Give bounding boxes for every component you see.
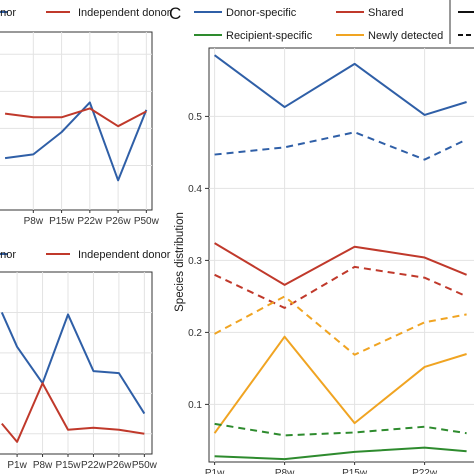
x-tick-label-p22w: P22w <box>412 468 438 474</box>
panel-label: C <box>169 4 181 23</box>
x-tick-label-p26w: P26w <box>106 216 132 227</box>
bottom-left-x-ticks: P1w P8w P15w P22w P26w P50w <box>7 454 158 471</box>
top-left-plot-area <box>0 31 153 211</box>
x-tick-label-p8w: P8w <box>33 460 53 471</box>
y-tick-label-0-3: 0.3 <box>188 256 202 267</box>
x-tick-label-p15w: P15w <box>49 216 75 227</box>
x-tick-label-p22w: P22w <box>77 216 103 227</box>
series-line-independent-donor-1 <box>1 382 145 443</box>
series-line-newly-detected-5 <box>213 335 467 434</box>
series-line-donor-specific-dashed-1 <box>214 131 468 161</box>
x-tick-label-p8w: P8w <box>24 216 44 227</box>
series-line-donor-specific-0 <box>214 54 467 116</box>
series-line-recipient-specific-dashed-6 <box>214 422 467 437</box>
x-tick-label-p26w: P26w <box>106 460 132 471</box>
bottom-left-legend-label-1: onor <box>0 249 16 261</box>
series-line-recipient-specific-7 <box>214 446 467 461</box>
top-left-series <box>4 101 148 182</box>
panel-c-plot-area <box>208 47 474 463</box>
x-tick-label-p50w: P50w <box>132 460 158 471</box>
legend-label-recipient-specific: Recipient-specific <box>226 30 313 42</box>
bottom-left-series <box>0 312 146 443</box>
legend-label-shared: Shared <box>368 7 403 19</box>
series-line-onor-0 <box>4 101 148 182</box>
x-tick-label-p15w: P15w <box>55 460 81 471</box>
top-left-legend-label-1: onor <box>0 7 16 19</box>
x-tick-label-p1w: P1w <box>205 468 225 474</box>
bottom-left-gridlines <box>0 272 152 454</box>
x-tick-label-p22w: P22w <box>81 460 107 471</box>
y-tick-label-0-2: 0.2 <box>188 328 202 339</box>
series-line-independent-donor-1 <box>4 107 147 128</box>
series-line-newly-detected-dashed-4 <box>214 295 467 356</box>
top-left-x-ticks: P8w P15w P22w P26w P50w <box>24 210 160 227</box>
panel-c: C Donor-specific Shared Recipient-specif… <box>169 0 474 474</box>
y-tick-label-0-1: 0.1 <box>188 400 202 411</box>
x-tick-label-p15w: P15w <box>342 468 368 474</box>
top-left-legend-label-2: Independent donor <box>78 7 171 19</box>
series-line-onor-0 <box>0 312 146 415</box>
x-tick-label-p1w: P1w <box>7 460 27 471</box>
y-tick-label-0-5: 0.5 <box>188 112 202 123</box>
y-axis-title: Species distribution <box>174 212 186 312</box>
x-tick-label-p50w: P50w <box>134 216 160 227</box>
panel-c-gridlines <box>209 48 474 462</box>
legend-label-newly-detected: Newly detected <box>368 30 443 42</box>
bottom-left-panel: onor Independent donor P1w P8wP15wP22wP26… <box>0 249 171 471</box>
bottom-left-legend-label-2: Independent donor <box>78 249 171 261</box>
panel-c-series <box>213 54 468 461</box>
bottom-left-plot-area <box>0 271 153 455</box>
x-tick-label-p8w: P8w <box>275 468 295 474</box>
top-left-panel: onor Independent donor P8w P15wP22wP26wP5… <box>0 7 171 227</box>
series-line-shared-dashed-3 <box>214 265 468 309</box>
panel-c-y-ticks: 0.1 0.2 0.3 0.4 0.5 <box>188 112 209 411</box>
legend-label-donor-specific: Donor-specific <box>226 7 297 19</box>
y-tick-label-0-4: 0.4 <box>188 184 202 195</box>
